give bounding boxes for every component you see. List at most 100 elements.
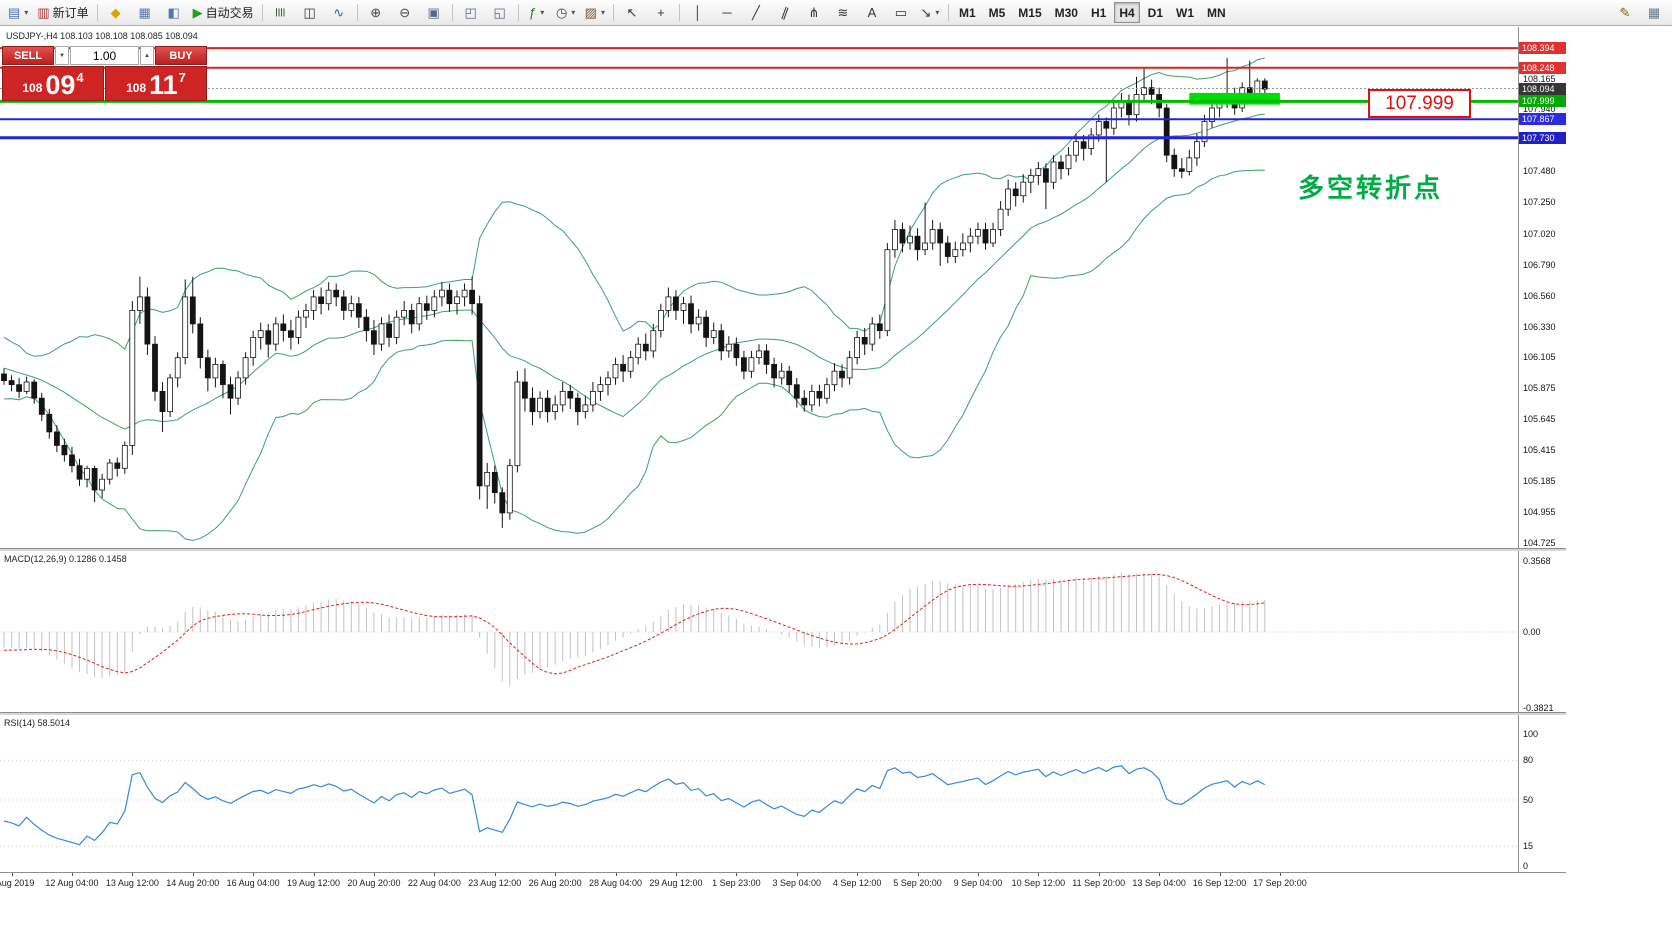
timeframe-w1-button-label: W1 [1176,5,1195,20]
time-axis-label: 5 Sep 20:00 [893,878,942,888]
volume-input[interactable] [70,46,139,65]
chevron-up-icon: ▲ [144,52,150,59]
timeframe-mn-button[interactable]: MN [1202,2,1231,23]
indicators-button[interactable]: ƒ ▾ [523,1,551,25]
time-axis-label: 9 Sep 04:00 [953,878,1003,888]
zoom-in-button[interactable]: ⊕ [362,1,390,25]
chevron-down-icon: ▾ [935,8,940,17]
templates-button[interactable]: ▨ ▾ [581,1,609,25]
timeframe-h4-button[interactable]: H4 [1114,2,1140,23]
text-label-button[interactable]: ▭ [887,1,915,25]
tile-windows-button[interactable]: ▣ [420,1,448,25]
highlight-rectangle[interactable] [1189,92,1280,105]
zoom-out-button[interactable]: ⊖ [391,1,419,25]
time-axis-tick [313,873,315,876]
macd-signal-line [3,573,1265,675]
toolbar-separator [96,4,98,21]
sell-button[interactable]: SELL [2,46,54,65]
new-chart-button[interactable]: ▤ ▾ [4,1,32,25]
time-axis-tick [675,873,677,876]
macd-panel[interactable]: MACD(12,26,9) 0.1286 0.1458 0.3568 0.00 -0… [0,551,1566,712]
horizontal-line-button[interactable]: ─ [713,1,741,25]
market-watch-button[interactable]: ▦ [131,1,159,25]
crosshair-button[interactable]: + [647,1,675,25]
time-axis-tick [917,873,919,876]
timeframe-m1-button[interactable]: M1 [954,2,981,23]
metaeditor-button[interactable]: ◆ [102,1,130,25]
time-axis-tick [1159,873,1161,876]
line-chart-button[interactable]: ∿ [325,1,353,25]
timeframe-w1-button[interactable]: W1 [1171,2,1199,23]
time-axis-label: 8 Aug 2019 [0,878,35,888]
price-scale-label: 106.790 [1523,259,1556,270]
text-label-icon: ▭ [894,5,908,20]
time-axis-tick [253,873,255,876]
price-chart-svg[interactable] [0,27,1518,548]
volume-decrease-button[interactable]: ▼ [55,46,69,65]
text-button[interactable]: A [858,1,886,25]
time-axis-label: 14 Aug 20:00 [166,878,220,888]
chevron-down-icon: ▾ [24,8,29,17]
vertical-line-button[interactable]: │ [684,1,712,25]
annotation-note[interactable]: 多空转折点 [1298,173,1444,203]
time-axis-label: 19 Aug 12:00 [287,878,341,888]
pitchfork-button[interactable]: ⋔ [800,1,828,25]
rsi-panel[interactable]: RSI(14) 58.5014 100 80 50 15 0 [0,715,1566,872]
timeframe-m15-button[interactable]: M15 [1013,2,1046,23]
cursor-button[interactable]: ↖ [618,1,646,25]
trendline-button[interactable]: ╱ [742,1,770,25]
panel-splitter[interactable] [0,548,1566,551]
price-chart-panel[interactable]: USDJPY-,H4 108.103 108.108 108.085 108.0… [0,27,1566,548]
metaeditor-icon: ◆ [110,5,121,20]
time-axis-label: 17 Sep 20:00 [1253,878,1307,888]
navigator-button[interactable]: ◧ [160,1,188,25]
timeframe-m30-button[interactable]: M30 [1050,2,1083,23]
time-axis-tick [736,873,738,876]
rsi-scale-label: 50 [1523,795,1534,805]
autotrading-button[interactable]: ▶ 自动交易 [189,1,258,25]
price-callout[interactable]: 107.999 [1368,89,1471,118]
bollinger-middle-band [3,113,1265,430]
panel-splitter[interactable] [0,712,1566,715]
timeframe-h1-button[interactable]: H1 [1086,2,1111,23]
arrange-windows-icon: ◰ [464,5,477,20]
timeframe-h4-button-label: H4 [1119,5,1135,20]
price-scale-label: 107.020 [1523,228,1556,239]
periods-button[interactable]: ◷ ▾ [552,1,580,25]
buy-price-display[interactable]: 108 11 7 [105,66,207,101]
text-icon: A [867,5,877,20]
channel-button[interactable]: ∥ [771,1,799,25]
autotrading-button-label: 自动交易 [205,6,254,20]
timeframe-m5-button[interactable]: M5 [984,2,1011,23]
time-axis-tick [1038,873,1040,876]
sell-price-display[interactable]: 108 09 4 [2,66,104,101]
price-scale-label: 105.185 [1523,476,1556,487]
price-tag-107.999: 107.999 [1519,95,1566,108]
chart-properties-button[interactable]: ▦ [1640,1,1668,25]
quick-edit-button[interactable]: ✎ [1611,1,1639,25]
new-order-button[interactable]: ▥ 新订单 [33,1,92,25]
volume-increase-button[interactable]: ▲ [140,46,154,65]
arrange-windows-button[interactable]: ◰ [457,1,485,25]
arrows-button[interactable]: ↘ ▾ [916,1,944,25]
price-scale-label: 104.955 [1523,507,1556,518]
macd-chart-svg [0,572,1518,686]
bar-chart-button[interactable]: ≣ [267,1,295,25]
templates-icon: ▨ [584,5,597,20]
autotrading-icon: ▶ [192,5,203,20]
periods-icon: ◷ [555,5,568,20]
cascade-windows-button[interactable]: ◱ [486,1,514,25]
time-axis-label: 28 Aug 04:00 [589,878,643,888]
tile-windows-icon: ▣ [427,5,440,20]
time-axis-tick [494,873,496,876]
price-scale-label: 107.250 [1523,197,1556,208]
crosshair-icon: + [657,5,665,20]
fibonacci-button[interactable]: ≋ [829,1,857,25]
timeframe-d1-button[interactable]: D1 [1143,2,1168,23]
chevron-down-icon: ▾ [540,8,545,17]
buy-button[interactable]: BUY [155,46,207,65]
toolbar-separator [612,4,614,21]
timeframe-m15-button-label: M15 [1018,5,1042,20]
candlestick-chart-button[interactable]: ◫ [296,1,324,25]
rsi-chart-svg [0,759,1518,847]
